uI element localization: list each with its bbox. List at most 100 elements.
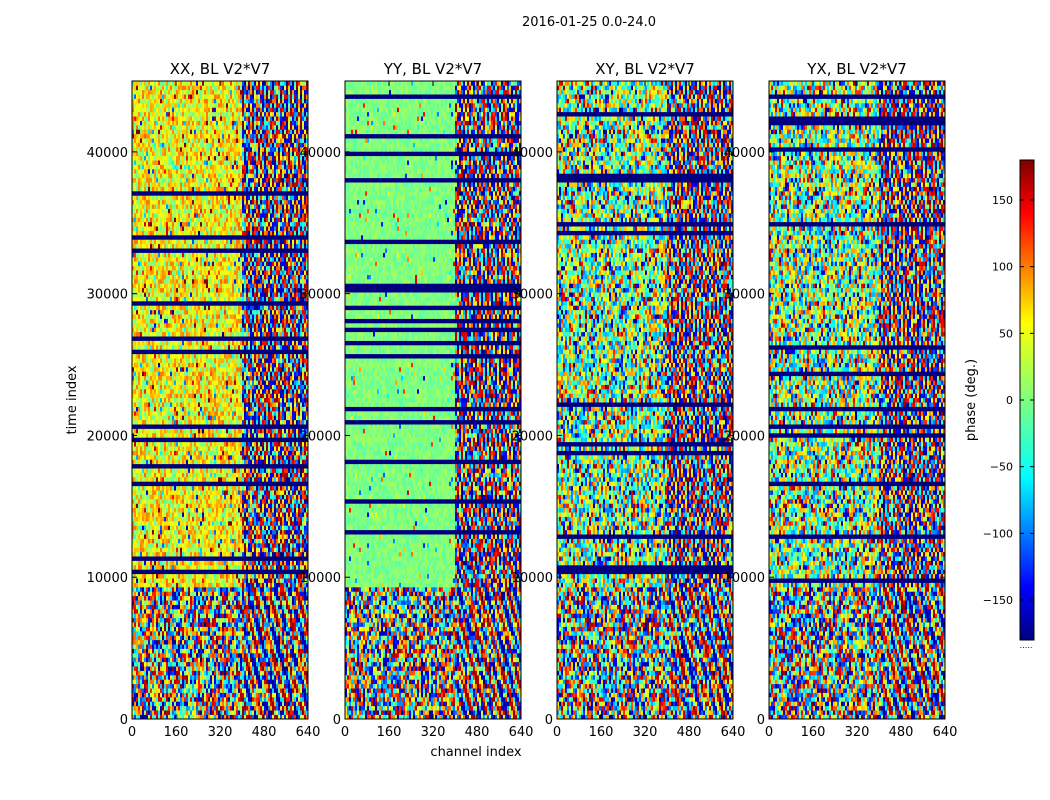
flagged-row bbox=[769, 371, 945, 376]
heatmap-cells bbox=[132, 81, 308, 719]
flagged-row bbox=[345, 407, 521, 412]
x-axis-label: channel index bbox=[430, 745, 521, 760]
y-tick-label: 30000 bbox=[87, 288, 128, 303]
flagged-row bbox=[769, 534, 945, 539]
flagged-row bbox=[132, 235, 308, 240]
flagged-row bbox=[345, 134, 521, 139]
colorbar: 150 100 50 0 −50 −100 −150 phase (deg.) ..... bbox=[964, 160, 1034, 650]
x-tick-label: 160 bbox=[589, 725, 614, 740]
colorbar-tick-label: −100 bbox=[983, 527, 1013, 540]
flagged-row bbox=[345, 178, 521, 183]
y-tick-label: 10000 bbox=[300, 571, 341, 586]
y-tick-label: 40000 bbox=[512, 146, 553, 161]
flagged-row bbox=[557, 402, 733, 407]
flagged-row bbox=[769, 407, 945, 412]
flagged-row bbox=[769, 481, 945, 486]
flagged-row bbox=[132, 556, 308, 561]
flagged-row bbox=[769, 424, 945, 429]
colorbar-tick-label: 100 bbox=[992, 261, 1013, 274]
x-tick-label: 320 bbox=[845, 725, 870, 740]
panel-title: YY, BL V2*V7 bbox=[383, 60, 482, 78]
y-tick-label: 0 bbox=[333, 713, 341, 728]
flagged-row bbox=[557, 442, 733, 447]
y-tick-label: 10000 bbox=[87, 571, 128, 586]
y-tick-label: 10000 bbox=[512, 571, 553, 586]
flagged-row bbox=[132, 248, 308, 253]
panel-4: YX, BL V2*V70 160 320 480 640010000200003000… bbox=[724, 60, 958, 740]
x-tick-label: 480 bbox=[465, 725, 490, 740]
flagged-row bbox=[557, 222, 733, 227]
colorbar-tick-label: 50 bbox=[999, 327, 1013, 340]
y-tick-label: 40000 bbox=[300, 146, 341, 161]
flagged-row bbox=[345, 151, 521, 156]
flagged-row bbox=[345, 94, 521, 99]
y-tick-label: 40000 bbox=[87, 146, 128, 161]
y-tick-label: 20000 bbox=[87, 429, 128, 444]
panel-1: XX, BL V2*V70 160 320 480 640010000200003000… bbox=[87, 60, 321, 740]
colorbar-tick-label: 150 bbox=[992, 194, 1013, 207]
colorbar-label: phase (deg.) bbox=[964, 359, 979, 441]
flagged-row bbox=[132, 481, 308, 486]
flagged-row bbox=[557, 178, 733, 183]
flagged-row bbox=[345, 354, 521, 359]
flagged-row bbox=[769, 116, 945, 121]
flagged-row bbox=[557, 565, 733, 570]
flagged-row bbox=[345, 327, 521, 332]
heatmap-cells bbox=[345, 81, 521, 719]
x-tick-label: 320 bbox=[421, 725, 446, 740]
flagged-row bbox=[769, 121, 945, 126]
colorbar-footnote: ..... bbox=[1020, 641, 1033, 650]
flagged-row bbox=[345, 283, 521, 288]
y-tick-label: 20000 bbox=[300, 429, 341, 444]
y-tick-label: 0 bbox=[120, 713, 128, 728]
colorbar-tick-label: −50 bbox=[990, 461, 1013, 474]
heatmap-cells bbox=[557, 81, 733, 719]
y-tick-label: 20000 bbox=[512, 429, 553, 444]
flagged-row bbox=[345, 420, 521, 425]
x-tick-label: 320 bbox=[208, 725, 233, 740]
y-tick-label: 40000 bbox=[724, 146, 765, 161]
flagged-row bbox=[557, 173, 733, 178]
panel-title: XX, BL V2*V7 bbox=[170, 60, 271, 78]
y-axis-label: time index bbox=[65, 365, 80, 434]
flagged-row bbox=[132, 349, 308, 354]
heatmap-cells bbox=[769, 81, 945, 719]
panel-title: YX, BL V2*V7 bbox=[806, 60, 907, 78]
flagged-row bbox=[132, 424, 308, 429]
flagged-row bbox=[769, 94, 945, 99]
x-tick-label: 160 bbox=[164, 725, 189, 740]
x-tick-label: 160 bbox=[377, 725, 402, 740]
x-tick-label: 640 bbox=[933, 725, 958, 740]
flagged-row bbox=[345, 341, 521, 346]
colorbar-tick-label: 0 bbox=[1006, 394, 1013, 407]
figure: 2016-01-25 0.0-24.0 XX, BL V2*V70 160 320 4… bbox=[0, 0, 1050, 800]
colorbar-tick-label: −150 bbox=[983, 594, 1013, 607]
flagged-row bbox=[557, 112, 733, 117]
flagged-row bbox=[769, 345, 945, 350]
flagged-row bbox=[132, 569, 308, 574]
x-tick-label: 480 bbox=[889, 725, 914, 740]
flagged-row bbox=[345, 319, 521, 324]
x-tick-label: 320 bbox=[633, 725, 658, 740]
x-tick-label: 160 bbox=[801, 725, 826, 740]
x-tick-label: 0 bbox=[128, 725, 136, 740]
panel-2: YY, BL V2*V70 160 320 480 640010000200003000… bbox=[300, 60, 534, 740]
flagged-row bbox=[557, 534, 733, 539]
panels: XX, BL V2*V7 0 160 320 480 640 0 10000 20000 3000… bbox=[87, 60, 958, 740]
x-tick-label: 0 bbox=[341, 725, 349, 740]
flagged-row bbox=[345, 499, 521, 504]
panel-title: XY, BL V2*V7 bbox=[595, 60, 695, 78]
y-tick-label: 30000 bbox=[724, 288, 765, 303]
flagged-row bbox=[557, 451, 733, 456]
x-tick-label: 640 bbox=[721, 725, 746, 740]
flagged-row bbox=[345, 305, 521, 310]
flagged-row bbox=[345, 288, 521, 293]
flagged-row bbox=[557, 569, 733, 574]
y-tick-label: 0 bbox=[757, 713, 765, 728]
flagged-row bbox=[132, 464, 308, 469]
flagged-row bbox=[345, 459, 521, 464]
x-tick-label: 0 bbox=[765, 725, 773, 740]
flagged-row bbox=[769, 578, 945, 583]
flagged-row bbox=[132, 336, 308, 341]
y-tick-label: 30000 bbox=[300, 288, 341, 303]
